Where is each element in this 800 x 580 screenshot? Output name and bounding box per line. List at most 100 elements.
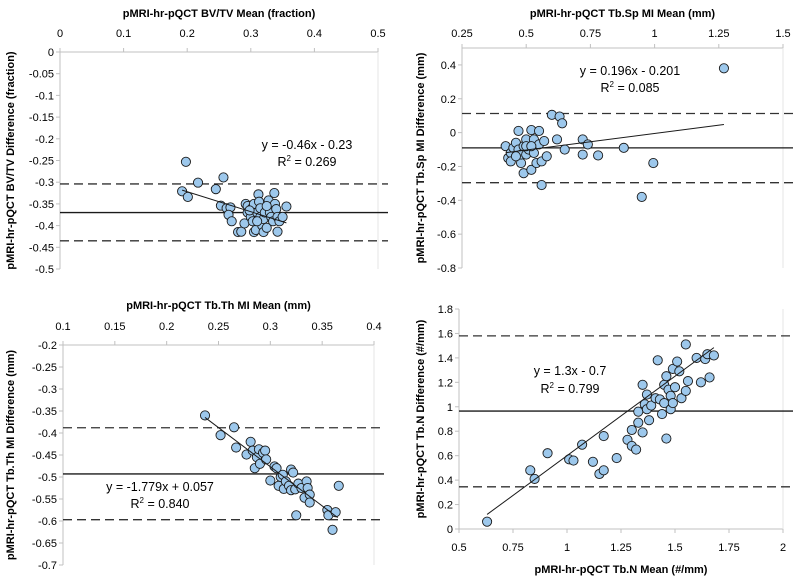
y-tick-label: 0.8 [438, 426, 453, 438]
r-squared-superscript: 2 [140, 496, 145, 505]
data-point [272, 226, 283, 237]
data-point [533, 125, 545, 136]
data-point [577, 149, 588, 160]
x-tick-label: 0.5 [451, 542, 466, 554]
data-point [708, 350, 719, 361]
data-point [674, 366, 685, 377]
data-point [633, 406, 644, 417]
y-tick-label: -0.35 [32, 406, 57, 418]
x-tick-label: 1 [564, 542, 570, 554]
data-point [618, 142, 629, 153]
x-tick-label: 1.5 [667, 542, 682, 554]
data-point [557, 118, 568, 129]
chart-panel-3: 0.1 0.15 0.2 0.25 0.3 0.35 0.4 -0.2 -0.25 -0.3 -0.… [5, 300, 384, 572]
r-squared-value: = 0.840 [144, 497, 190, 511]
x-tick-label: 0.5 [519, 28, 534, 40]
y-tick-label: 0.4 [438, 475, 453, 487]
y-tick-label: -0.8 [437, 263, 456, 275]
data-point [680, 385, 691, 396]
data-point [652, 355, 663, 366]
data-point [631, 444, 642, 455]
y-tick-label: -0.45 [29, 242, 54, 254]
data-point [261, 222, 272, 233]
y-tick-label: 0 [48, 47, 54, 59]
data-point [661, 371, 672, 382]
data-point [277, 211, 288, 222]
data-point [526, 164, 537, 175]
data-point [261, 454, 272, 465]
x-tick-label: 0.15 [104, 321, 125, 333]
y-tick-label: -0.2 [38, 340, 57, 352]
data-point [228, 422, 240, 433]
data-point [718, 63, 729, 74]
data-point [539, 136, 550, 147]
y-tick-label: -0.1 [35, 90, 54, 102]
data-point [636, 191, 647, 202]
data-point [281, 201, 292, 212]
y-tick-label: -0.6 [38, 516, 57, 528]
x-tick-label: 0.3 [263, 321, 278, 333]
data-point [669, 382, 681, 393]
y-tick-label: -0.5 [38, 472, 57, 484]
data-point [641, 389, 652, 400]
x-axis-title: pMRI-hr-pQCT Tb.Th MI Mean (mm) [126, 300, 311, 312]
x-tick-label: 2 [780, 542, 786, 554]
r-squared-label: R2 = 0.840 [130, 496, 189, 511]
data-point [541, 151, 552, 162]
y-tick-label: -0.4 [35, 221, 54, 233]
y-tick-label: 1.4 [438, 353, 453, 365]
x-tick-label: 0.75 [502, 542, 523, 554]
data-point [513, 125, 524, 136]
r-squared-label: R2 = 0.085 [600, 80, 659, 95]
data-point [637, 427, 648, 438]
x-tick-label: 1.5 [775, 28, 790, 40]
regression-equation: y = 1.3x - 0.7 [534, 364, 607, 378]
y-tick-label: 1 [447, 402, 453, 414]
data-point [327, 524, 338, 535]
r-squared-value: = 0.799 [554, 382, 600, 396]
y-tick-label: -0.3 [35, 177, 54, 189]
data-point [672, 356, 683, 367]
chart-panel-1: 0 0.1 0.2 0.3 0.4 0.5 0 -0.05 -0.1 -0.15 -0.2 -0.25… [5, 8, 388, 276]
y-tick-label: 0.2 [438, 500, 453, 512]
data-point [210, 184, 221, 195]
x-tick-label: 0.5 [370, 28, 385, 40]
y-tick-label: 0 [450, 128, 456, 140]
data-point [648, 158, 659, 169]
x-tick-label: 0.25 [451, 28, 472, 40]
x-tick-label: 0.2 [180, 28, 195, 40]
data-point [551, 134, 563, 145]
data-point [180, 156, 191, 167]
y-tick-label: -0.6 [437, 229, 456, 241]
r-squared-value: = 0.269 [291, 155, 337, 169]
data-point [633, 417, 644, 428]
y-tick-label: -0.65 [32, 538, 57, 550]
y-tick-label: -0.35 [29, 199, 54, 211]
data-point [676, 393, 687, 404]
regression-equation: y = -0.46x - 0.23 [262, 138, 353, 152]
data-point [680, 339, 691, 350]
data-point [182, 191, 193, 203]
x-tick-label: 0 [57, 28, 63, 40]
r-squared-superscript: 2 [610, 80, 615, 89]
data-point [192, 177, 204, 188]
y-axis-title: pMRI-hr-pQCT BV/TV Difference (fraction) [5, 51, 17, 270]
data-point [261, 201, 272, 212]
y-tick-label: -0.4 [38, 428, 57, 440]
y-tick-label: -0.05 [29, 69, 54, 81]
x-tick-label: 1 [652, 28, 658, 40]
data-point [587, 456, 598, 467]
data-point [682, 376, 694, 387]
y-tick-label: 1.2 [438, 377, 453, 389]
x-axis-title: pMRI-hr-pQCT Tb.N Mean (#/mm) [535, 564, 708, 576]
data-point [598, 465, 609, 476]
r-squared-label: R2 = 0.799 [540, 381, 599, 396]
data-point [215, 430, 226, 441]
x-tick-label: 0.4 [366, 321, 381, 333]
data-point [218, 172, 229, 183]
x-tick-label: 0.75 [580, 28, 601, 40]
x-axis-title: pMRI-hr-pQCT BV/TV Mean (fraction) [123, 8, 316, 20]
regression-line [505, 124, 725, 154]
regression-line [204, 417, 339, 519]
r-squared-superscript: 2 [550, 381, 555, 390]
